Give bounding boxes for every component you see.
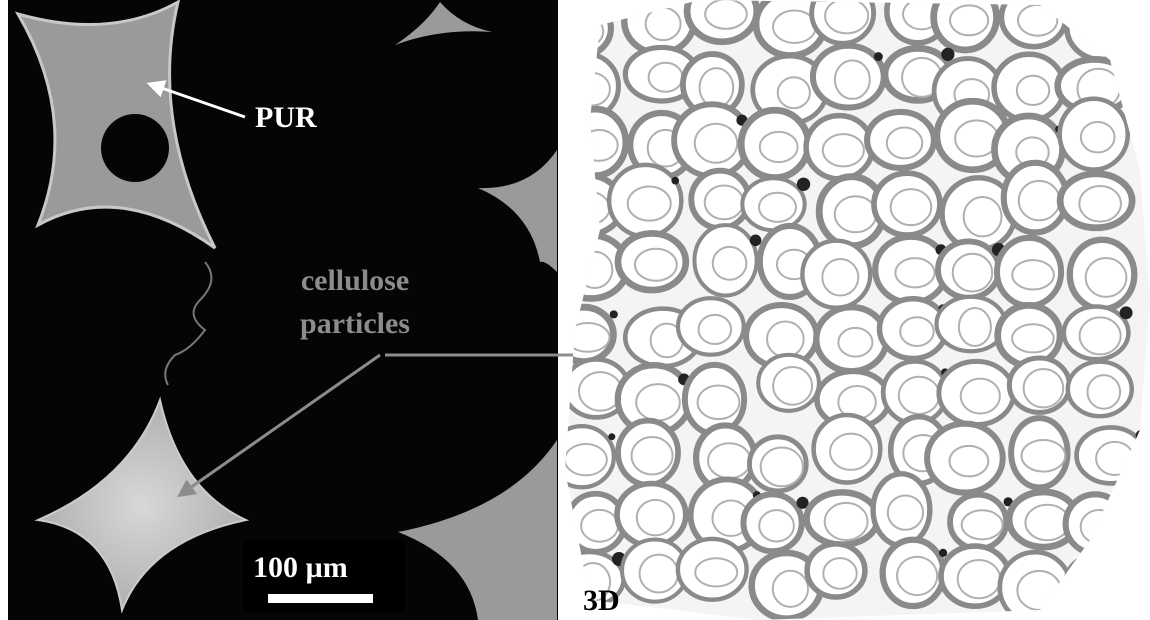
foam-cell <box>687 0 757 42</box>
cellulose-label: particles <box>300 307 410 340</box>
foam-cell <box>873 474 930 546</box>
cellulose-particle <box>941 48 954 61</box>
foam-cell-inner <box>1089 565 1126 602</box>
foam-cell <box>867 112 934 168</box>
scale-bar <box>268 594 373 603</box>
foam-cell <box>802 241 870 308</box>
cellulose-label: cellulose <box>301 264 409 297</box>
foam-cell <box>554 307 613 362</box>
foam-cell <box>998 305 1060 365</box>
foam-cell <box>1066 494 1125 553</box>
panel-label: 3D <box>583 584 620 617</box>
foam-cell <box>694 225 756 295</box>
pore <box>101 114 169 182</box>
foam-cell <box>814 415 881 483</box>
foam-cell <box>1060 99 1128 170</box>
foam-cell <box>1070 240 1134 309</box>
scale-label: 100 µm <box>253 551 348 584</box>
foam-cell <box>1009 358 1069 412</box>
foam-cell <box>1067 0 1136 60</box>
foam-cell <box>685 365 744 434</box>
foam-cell <box>617 484 686 546</box>
foam-cell <box>994 54 1064 120</box>
cellulose-particle <box>671 177 679 185</box>
foam-cell <box>816 307 886 371</box>
foam-cell <box>550 426 614 487</box>
foam-cell <box>939 361 1014 424</box>
cellulose-particle <box>1135 430 1146 441</box>
pur-label: PUR <box>255 101 317 134</box>
cellulose-particle <box>797 178 810 191</box>
foam-cell <box>618 421 678 485</box>
foam-cell <box>549 0 611 56</box>
foam-cell <box>950 495 1006 549</box>
figure: PUR cellulose particles 100 µm 3D <box>0 0 1150 620</box>
foam-cell <box>678 298 744 355</box>
cellulose-particle <box>610 310 618 318</box>
foam-cell <box>1064 307 1129 360</box>
cellulose-particle <box>874 52 883 61</box>
foam-cell <box>938 241 999 297</box>
foam-cell <box>758 355 819 411</box>
foam-cell <box>927 424 1003 493</box>
foam-cell <box>997 238 1061 306</box>
foam-cell <box>1066 553 1140 609</box>
foam-cell <box>1011 418 1067 487</box>
foam-render <box>547 0 1150 620</box>
foam-cell <box>749 437 806 491</box>
cellulose-particle <box>1120 306 1133 319</box>
foam-cell <box>936 297 1005 352</box>
foam-cell <box>883 540 944 606</box>
foam-cell-inner <box>1086 12 1124 48</box>
cellulose-particle <box>750 235 762 247</box>
foam-cell-inner <box>565 15 603 47</box>
cellulose-particle <box>939 549 947 557</box>
cellulose-particle <box>608 433 615 440</box>
